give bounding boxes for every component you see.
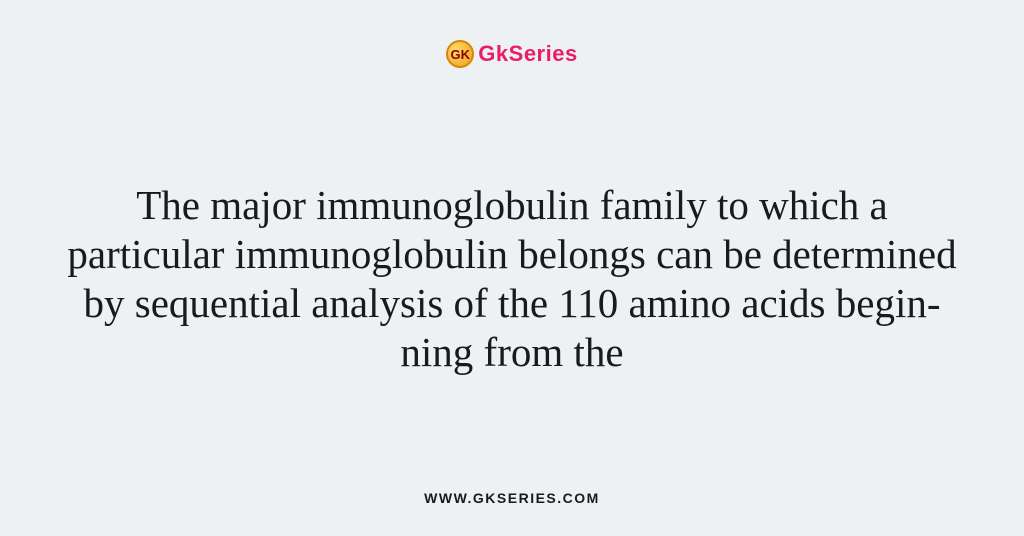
logo-container: GK GkSeries xyxy=(446,40,577,68)
logo-badge-icon: GK xyxy=(446,40,474,68)
footer-url: WWW.GKSERIES.COM xyxy=(424,490,600,506)
logo-badge-text: GK xyxy=(451,47,471,62)
logo-brand-text: GkSeries xyxy=(478,41,577,67)
question-text: The major immunoglobulin family to which… xyxy=(62,181,962,378)
